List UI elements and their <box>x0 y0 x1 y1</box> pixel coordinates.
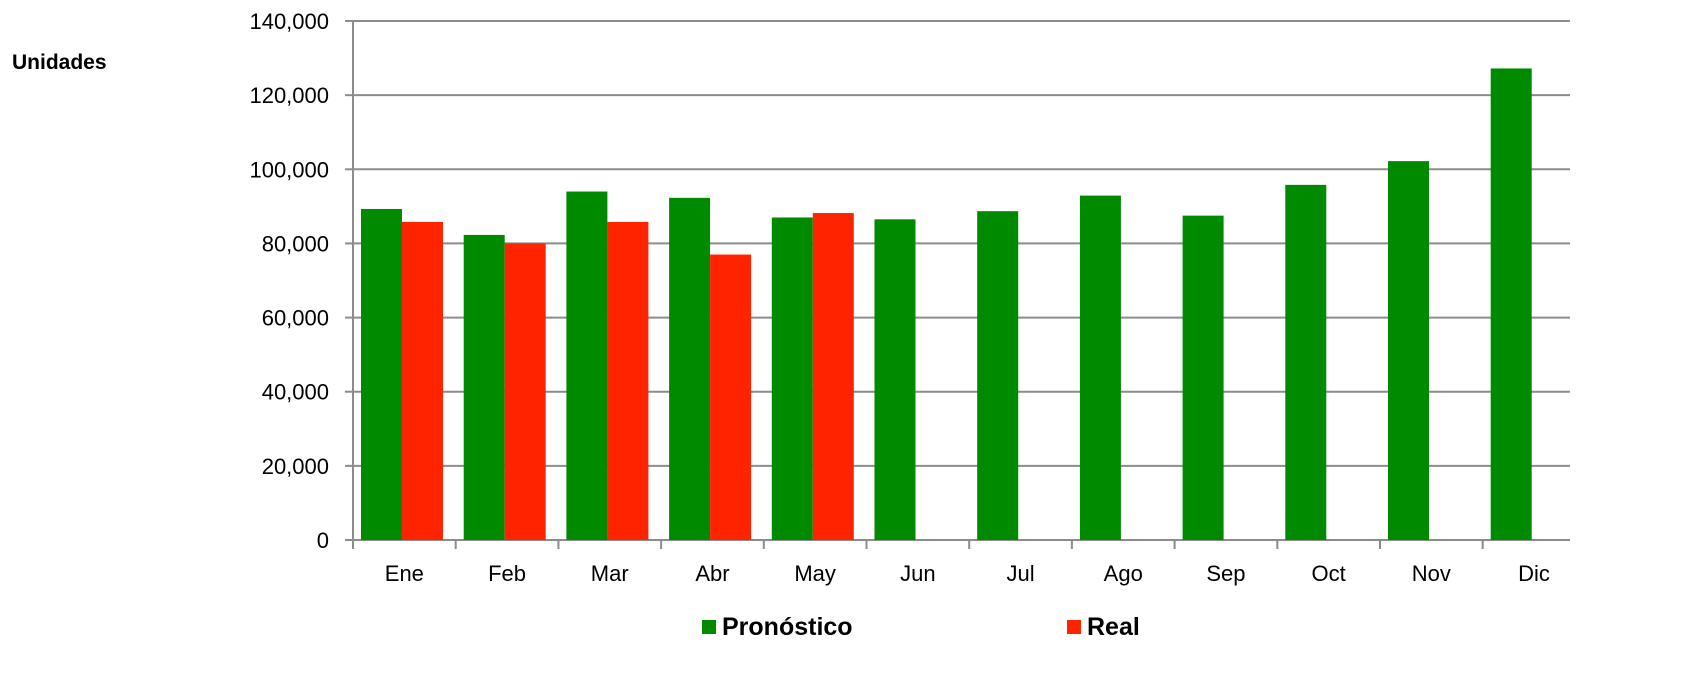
bar-pronostico-abr <box>669 197 711 540</box>
bar-pronostico-oct <box>1285 184 1327 540</box>
bar-pronostico-jun <box>874 219 916 540</box>
y-tick-label: 120,000 <box>249 83 329 108</box>
y-tick-label: 80,000 <box>262 231 329 256</box>
x-tick-label: Ene <box>385 561 424 586</box>
bar-pronostico-ago <box>1079 195 1121 540</box>
x-tick-label: Ago <box>1104 561 1143 586</box>
y-tick-label: 100,000 <box>249 157 329 182</box>
bar-real-abr <box>710 254 752 541</box>
legend-swatch-pronostico <box>702 620 716 634</box>
legend-swatch-real <box>1067 620 1081 634</box>
x-tick-label: Oct <box>1312 561 1346 586</box>
legend-label-real: Real <box>1087 612 1140 641</box>
y-tick-label: 140,000 <box>249 9 329 34</box>
bar-pronostico-feb <box>463 234 505 540</box>
bar-pronostico-ene <box>361 208 402 540</box>
y-tick-label: 40,000 <box>262 380 329 405</box>
bar-pronostico-dic <box>1490 68 1532 541</box>
y-tick-label: 60,000 <box>262 306 329 331</box>
y-tick-label: 0 <box>317 528 329 553</box>
x-tick-label: Feb <box>488 561 526 586</box>
bar-pronostico-nov <box>1388 161 1429 540</box>
x-tick-label: Nov <box>1412 561 1451 586</box>
legend-item-real: Real <box>1067 612 1140 642</box>
bar-pronostico-jul <box>977 211 1019 540</box>
x-tick-label: Jul <box>1006 561 1034 586</box>
x-tick-label: Mar <box>591 561 629 586</box>
x-tick-label: Dic <box>1518 561 1550 586</box>
bar-real-ene <box>402 221 443 541</box>
x-tick-label: May <box>794 561 836 586</box>
legend-label-pronostico: Pronóstico <box>722 612 853 641</box>
y-axis-label: Unidades <box>12 51 107 74</box>
bar-real-feb <box>504 243 546 540</box>
x-tick-label: Sep <box>1206 561 1245 586</box>
bar-pronostico-mar <box>566 191 608 540</box>
x-tick-label: Jun <box>900 561 935 586</box>
bar-pronostico-may <box>771 217 813 540</box>
bar-real-may <box>812 213 854 540</box>
x-tick-label: Abr <box>695 561 729 586</box>
legend-item-pronostico: Pronóstico <box>702 612 853 642</box>
y-tick-label: 20,000 <box>262 454 329 479</box>
bar-pronostico-sep <box>1182 215 1224 540</box>
bar-real-mar <box>607 221 649 541</box>
